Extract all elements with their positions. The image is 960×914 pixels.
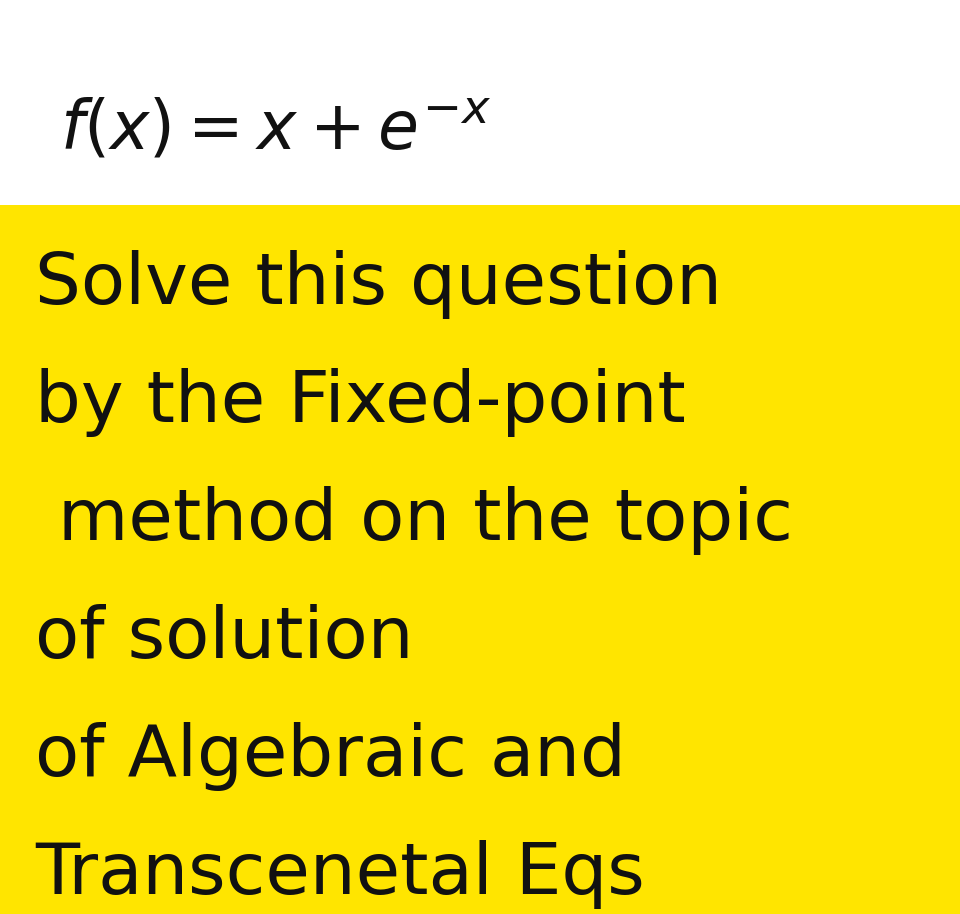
Text: Solve this question: Solve this question: [35, 250, 722, 319]
Text: of Algebraic and: of Algebraic and: [35, 722, 626, 791]
Text: by the Fixed-point: by the Fixed-point: [35, 368, 685, 437]
Text: Transcenetal Eqs: Transcenetal Eqs: [35, 840, 645, 909]
Text: of solution: of solution: [35, 604, 414, 673]
Text: method on the topic: method on the topic: [35, 486, 793, 555]
Text: $\mathit{f}(\mathit{x}) = \mathit{x} + \mathit{e}^{-\mathit{x}}$: $\mathit{f}(\mathit{x}) = \mathit{x} + \…: [60, 98, 492, 163]
Bar: [0, 205, 960, 914]
